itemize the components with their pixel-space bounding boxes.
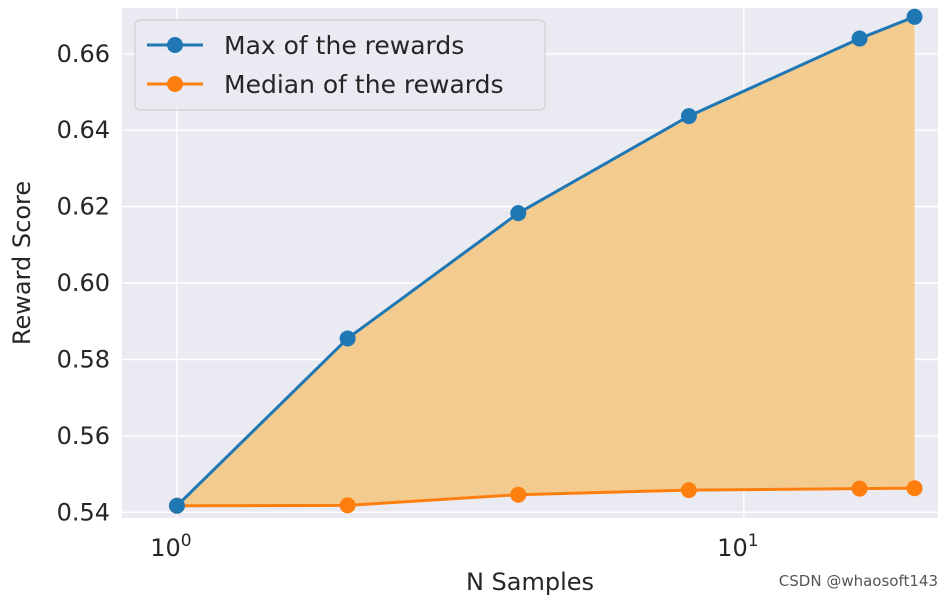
data-point-median bbox=[851, 480, 868, 497]
x-tick-label: 101 bbox=[717, 531, 758, 562]
data-point-median bbox=[510, 486, 527, 503]
y-tick-label: 0.54 bbox=[57, 498, 110, 526]
data-point-max bbox=[906, 8, 923, 25]
x-tick-labels: 100 101 bbox=[150, 531, 758, 562]
data-point-max bbox=[510, 205, 527, 222]
y-tick-label: 0.64 bbox=[57, 116, 110, 144]
y-tick-label: 0.62 bbox=[57, 193, 110, 221]
legend-box bbox=[134, 19, 546, 111]
legend-entry-median: Median of the rewards bbox=[147, 70, 504, 99]
series-line-max bbox=[175, 15, 916, 507]
y-tick-label: 0.56 bbox=[57, 422, 110, 450]
series-layer bbox=[168, 8, 923, 514]
data-point-median bbox=[680, 482, 697, 499]
x-axis-label: N Samples bbox=[466, 568, 594, 596]
y-tick-label: 0.58 bbox=[57, 345, 110, 373]
legend-label-median: Median of the rewards bbox=[224, 70, 504, 99]
data-point-max bbox=[339, 330, 356, 347]
data-point-max bbox=[851, 30, 868, 47]
data-point-max bbox=[680, 108, 697, 125]
data-point-max bbox=[168, 497, 185, 514]
legend-marker-median bbox=[167, 76, 183, 92]
legend-label-max: Max of the rewards bbox=[224, 31, 464, 60]
y-axis-label: Reward Score bbox=[8, 181, 36, 345]
y-tick-label: 0.66 bbox=[57, 40, 110, 68]
data-point-median bbox=[339, 497, 356, 514]
watermark: CSDN @whaosoft143 bbox=[778, 572, 938, 590]
x-tick-label: 100 bbox=[150, 531, 191, 562]
data-point-median bbox=[906, 480, 923, 497]
fill-between-area bbox=[176, 16, 915, 506]
legend-entry-max: Max of the rewards bbox=[147, 31, 464, 60]
y-tick-label: 0.60 bbox=[57, 269, 110, 297]
legend: Max of the rewards Median of the rewards bbox=[134, 19, 546, 111]
y-tick-labels: 0.54 0.56 0.58 0.60 0.62 0.64 0.66 bbox=[57, 40, 110, 526]
legend-marker-max bbox=[167, 37, 183, 53]
series-line-median bbox=[176, 486, 915, 508]
